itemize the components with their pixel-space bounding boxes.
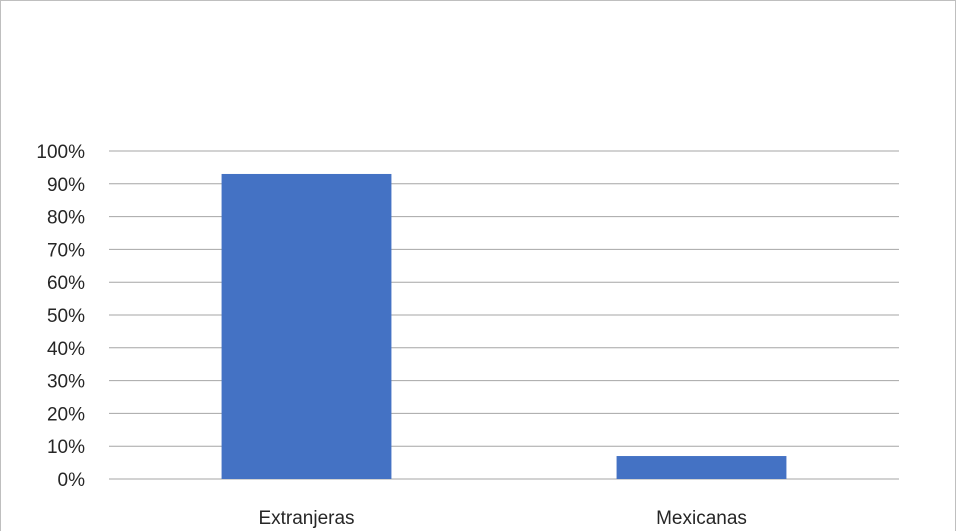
- bar-mexicanas: [616, 456, 787, 479]
- y-tick-label: 0%: [58, 470, 86, 491]
- y-axis-tick-labels: 0% 10% 20% 30% 40% 50% 60% 70% 80% 90% 100%: [36, 142, 85, 491]
- y-tick-label: 80%: [47, 208, 85, 229]
- bar-extranjeras: [221, 173, 392, 479]
- bars: [221, 173, 787, 479]
- y-tick-label: 10%: [47, 437, 85, 458]
- x-category-label: Mexicanas: [656, 508, 747, 529]
- y-tick-label: 20%: [47, 404, 85, 425]
- x-axis-category-labels: Extranjeras Mexicanas: [258, 508, 746, 529]
- y-tick-label: 40%: [47, 339, 85, 360]
- y-tick-label: 70%: [47, 240, 85, 261]
- x-category-label: Extranjeras: [258, 508, 354, 529]
- y-tick-label: 60%: [47, 273, 85, 294]
- y-tick-label: 30%: [47, 372, 85, 393]
- y-tick-label: 50%: [47, 306, 85, 327]
- y-tick-label: 90%: [47, 175, 85, 196]
- y-tick-label: 100%: [36, 142, 85, 163]
